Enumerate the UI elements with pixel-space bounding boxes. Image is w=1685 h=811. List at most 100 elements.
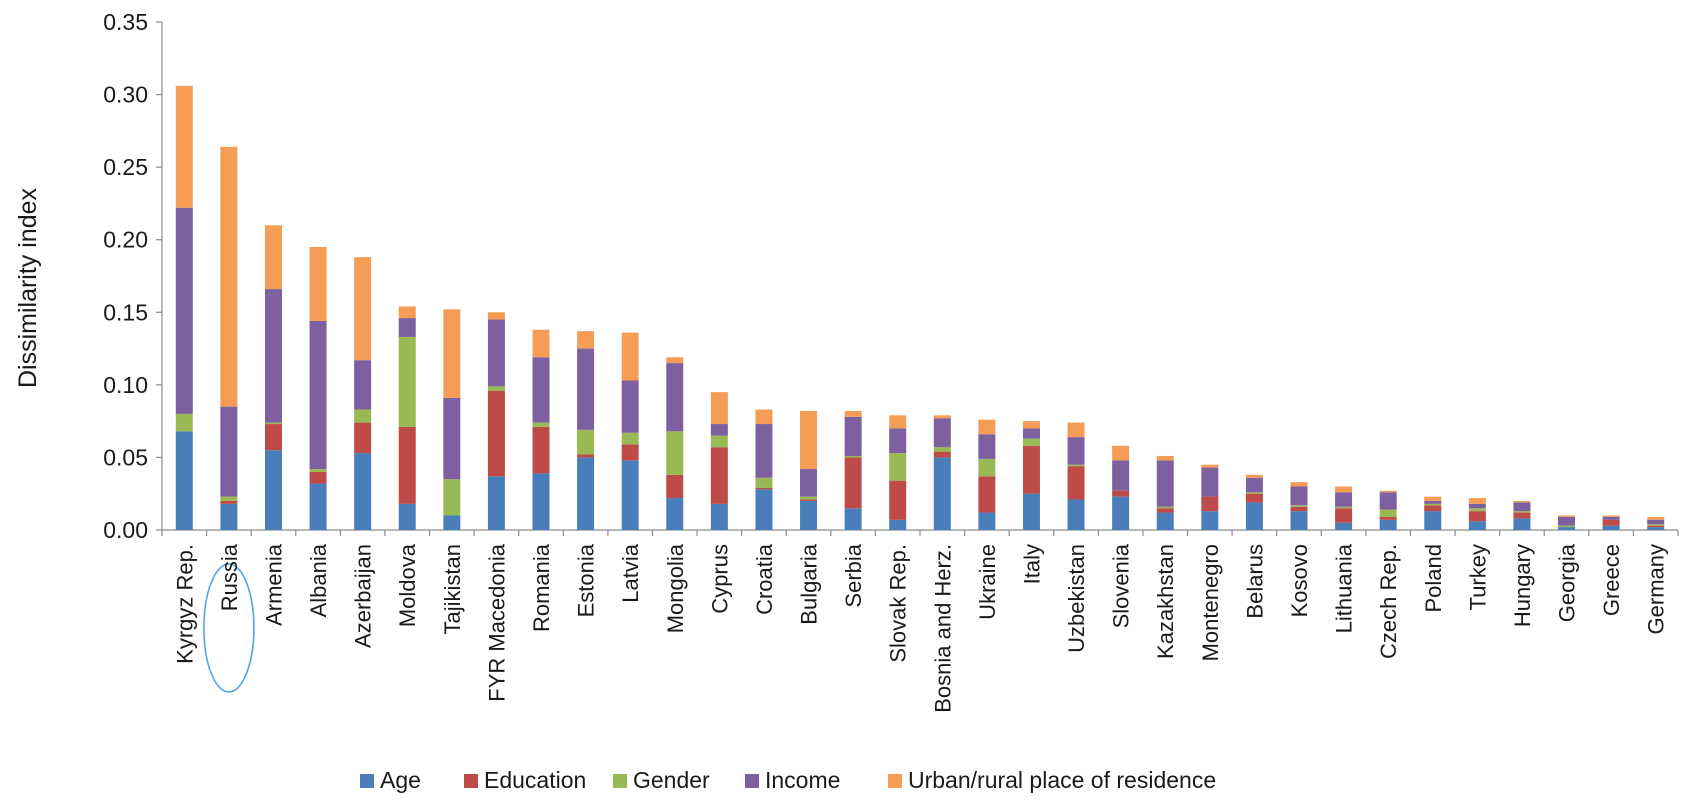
bar-segment-age-romania [532,473,550,530]
bar-segment-income-germany [1647,519,1665,525]
x-tick-label: Uzbekistan [1064,544,1089,653]
bar-segment-education-slovak-rep- [889,480,907,520]
bar-segment-urban-rural-place-of-residence-armenia [264,225,282,290]
bar-segment-education-armenia [264,424,282,451]
bar-segment-urban-rural-place-of-residence-latvia [621,332,639,381]
bar-segment-education-azerbaijan [354,422,372,454]
bar-segment-age-estonia [577,457,595,530]
bar-segment-education-belarus [1245,493,1263,503]
bar-segment-education-germany [1647,525,1665,528]
x-tick-label: Serbia [841,543,866,607]
x-tick-label: Poland [1421,544,1446,613]
legend-swatch-education [464,774,478,788]
bar-segment-urban-rural-place-of-residence-kosovo [1290,482,1308,487]
bar-segment-gender-turkey [1468,508,1486,512]
bar-segment-income-ukraine [978,434,996,459]
bar-segment-education-kosovo [1290,506,1308,512]
bar-segment-income-georgia [1558,516,1576,526]
x-tick-label: Azerbaijan [351,544,376,648]
bar-segment-gender-kazakhstan [1156,506,1174,509]
x-tick-label: Croatia [752,543,777,615]
bar-segment-education-romania [532,426,550,474]
x-tick-label: Montenegro [1198,544,1223,661]
x-tick-label: Italy [1019,544,1044,584]
x-tick-label: Kazakhstan [1153,544,1178,659]
bar-segment-urban-rural-place-of-residence-estonia [577,331,595,349]
bar-segment-age-serbia [844,508,862,530]
y-tick-label: 0.10 [103,372,148,398]
legend-label: Gender [633,767,710,793]
bar-segment-income-greece [1602,516,1620,520]
bar-segment-gender-serbia [844,455,862,458]
x-tick-label: Latvia [618,543,643,602]
bar-segment-urban-rural-place-of-residence-kyrgyz-rep- [175,85,193,208]
bar-segment-urban-rural-place-of-residence-fyr-macedonia [487,312,505,320]
bar-segment-age-belarus [1245,502,1263,530]
bar-segment-urban-rural-place-of-residence-belarus [1245,474,1263,478]
bar-segment-income-croatia [755,424,773,478]
bar-segment-gender-germany [1647,524,1665,526]
bar-segment-education-greece [1602,519,1620,526]
bar-segment-gender-uzbekistan [1067,464,1085,467]
bar-segment-urban-rural-place-of-residence-slovenia [1112,445,1130,461]
axes-group [156,21,1679,693]
bar-segment-urban-rural-place-of-residence-azerbaijan [354,257,372,361]
bar-segment-urban-rural-place-of-residence-poland [1424,496,1442,501]
x-tick-label: Ukraine [975,544,1000,620]
x-tick-label: Moldova [395,543,420,627]
bar-segment-age-lithuania [1335,522,1353,530]
bar-segment-income-montenegro [1201,467,1219,497]
x-tick-label: Albania [306,543,331,617]
bar-segment-age-moldova [398,503,416,530]
bar-segment-urban-rural-place-of-residence-ukraine [978,419,996,435]
bar-segment-urban-rural-place-of-residence-slovak-rep- [889,415,907,429]
x-tick-label: Bosnia and Herz. [930,544,955,713]
bar-segment-education-russia [220,500,238,504]
x-tick-label: Kyrgyz Rep. [172,544,197,664]
bar-segment-income-serbia [844,416,862,456]
bar-segment-education-croatia [755,487,773,490]
bar-segment-gender-fyr-macedonia [487,386,505,391]
bar-segment-education-cyprus [710,447,728,504]
bar-segment-income-italy [1022,428,1040,439]
bar-segment-income-poland [1424,500,1442,504]
legend-swatch-income [745,774,759,788]
bar-segment-gender-italy [1022,438,1040,446]
bar-segment-gender-ukraine [978,458,996,477]
bar-segment-age-czech-rep- [1379,519,1397,530]
bar-segment-urban-rural-place-of-residence-mongolia [666,357,684,364]
bar-segment-gender-latvia [621,432,639,445]
bar-segment-gender-tajikistan [443,479,461,516]
bar-segment-urban-rural-place-of-residence-germany [1647,516,1665,520]
bar-segment-age-croatia [755,489,773,530]
bar-segment-education-ukraine [978,476,996,513]
bar-segment-income-fyr-macedonia [487,319,505,387]
y-tick-label: 0.30 [103,82,148,108]
bar-segment-urban-rural-place-of-residence-georgia [1558,515,1576,517]
x-tick-label: Tajikistan [440,544,465,634]
legend-label: Income [765,767,840,793]
bar-segment-age-poland [1424,511,1442,530]
bar-segment-age-georgia [1558,527,1576,530]
bar-segment-education-czech-rep- [1379,516,1397,520]
bar-segment-gender-belarus [1245,492,1263,494]
bar-segment-gender-bosnia-and-herz- [933,447,951,452]
bars-group [175,85,1665,530]
legend-label: Urban/rural place of residence [908,767,1216,793]
bar-segment-gender-romania [532,422,550,427]
bar-segment-gender-poland [1424,503,1442,506]
bar-segment-urban-rural-place-of-residence-bulgaria [800,410,818,470]
bar-segment-urban-rural-place-of-residence-moldova [398,306,416,319]
bar-segment-urban-rural-place-of-residence-romania [532,329,550,358]
bar-segment-education-lithuania [1335,508,1353,523]
bar-segment-age-albania [309,483,327,530]
bar-segment-education-poland [1424,505,1442,512]
x-tick-label: Armenia [261,543,286,626]
bar-segment-age-uzbekistan [1067,499,1085,530]
bar-segment-income-azerbaijan [354,360,372,410]
bar-segment-education-albania [309,471,327,484]
bar-segment-income-belarus [1245,477,1263,493]
bar-segment-income-latvia [621,380,639,433]
y-tick-label: 0.25 [103,154,148,180]
bar-segment-urban-rural-place-of-residence-cyprus [710,392,728,425]
